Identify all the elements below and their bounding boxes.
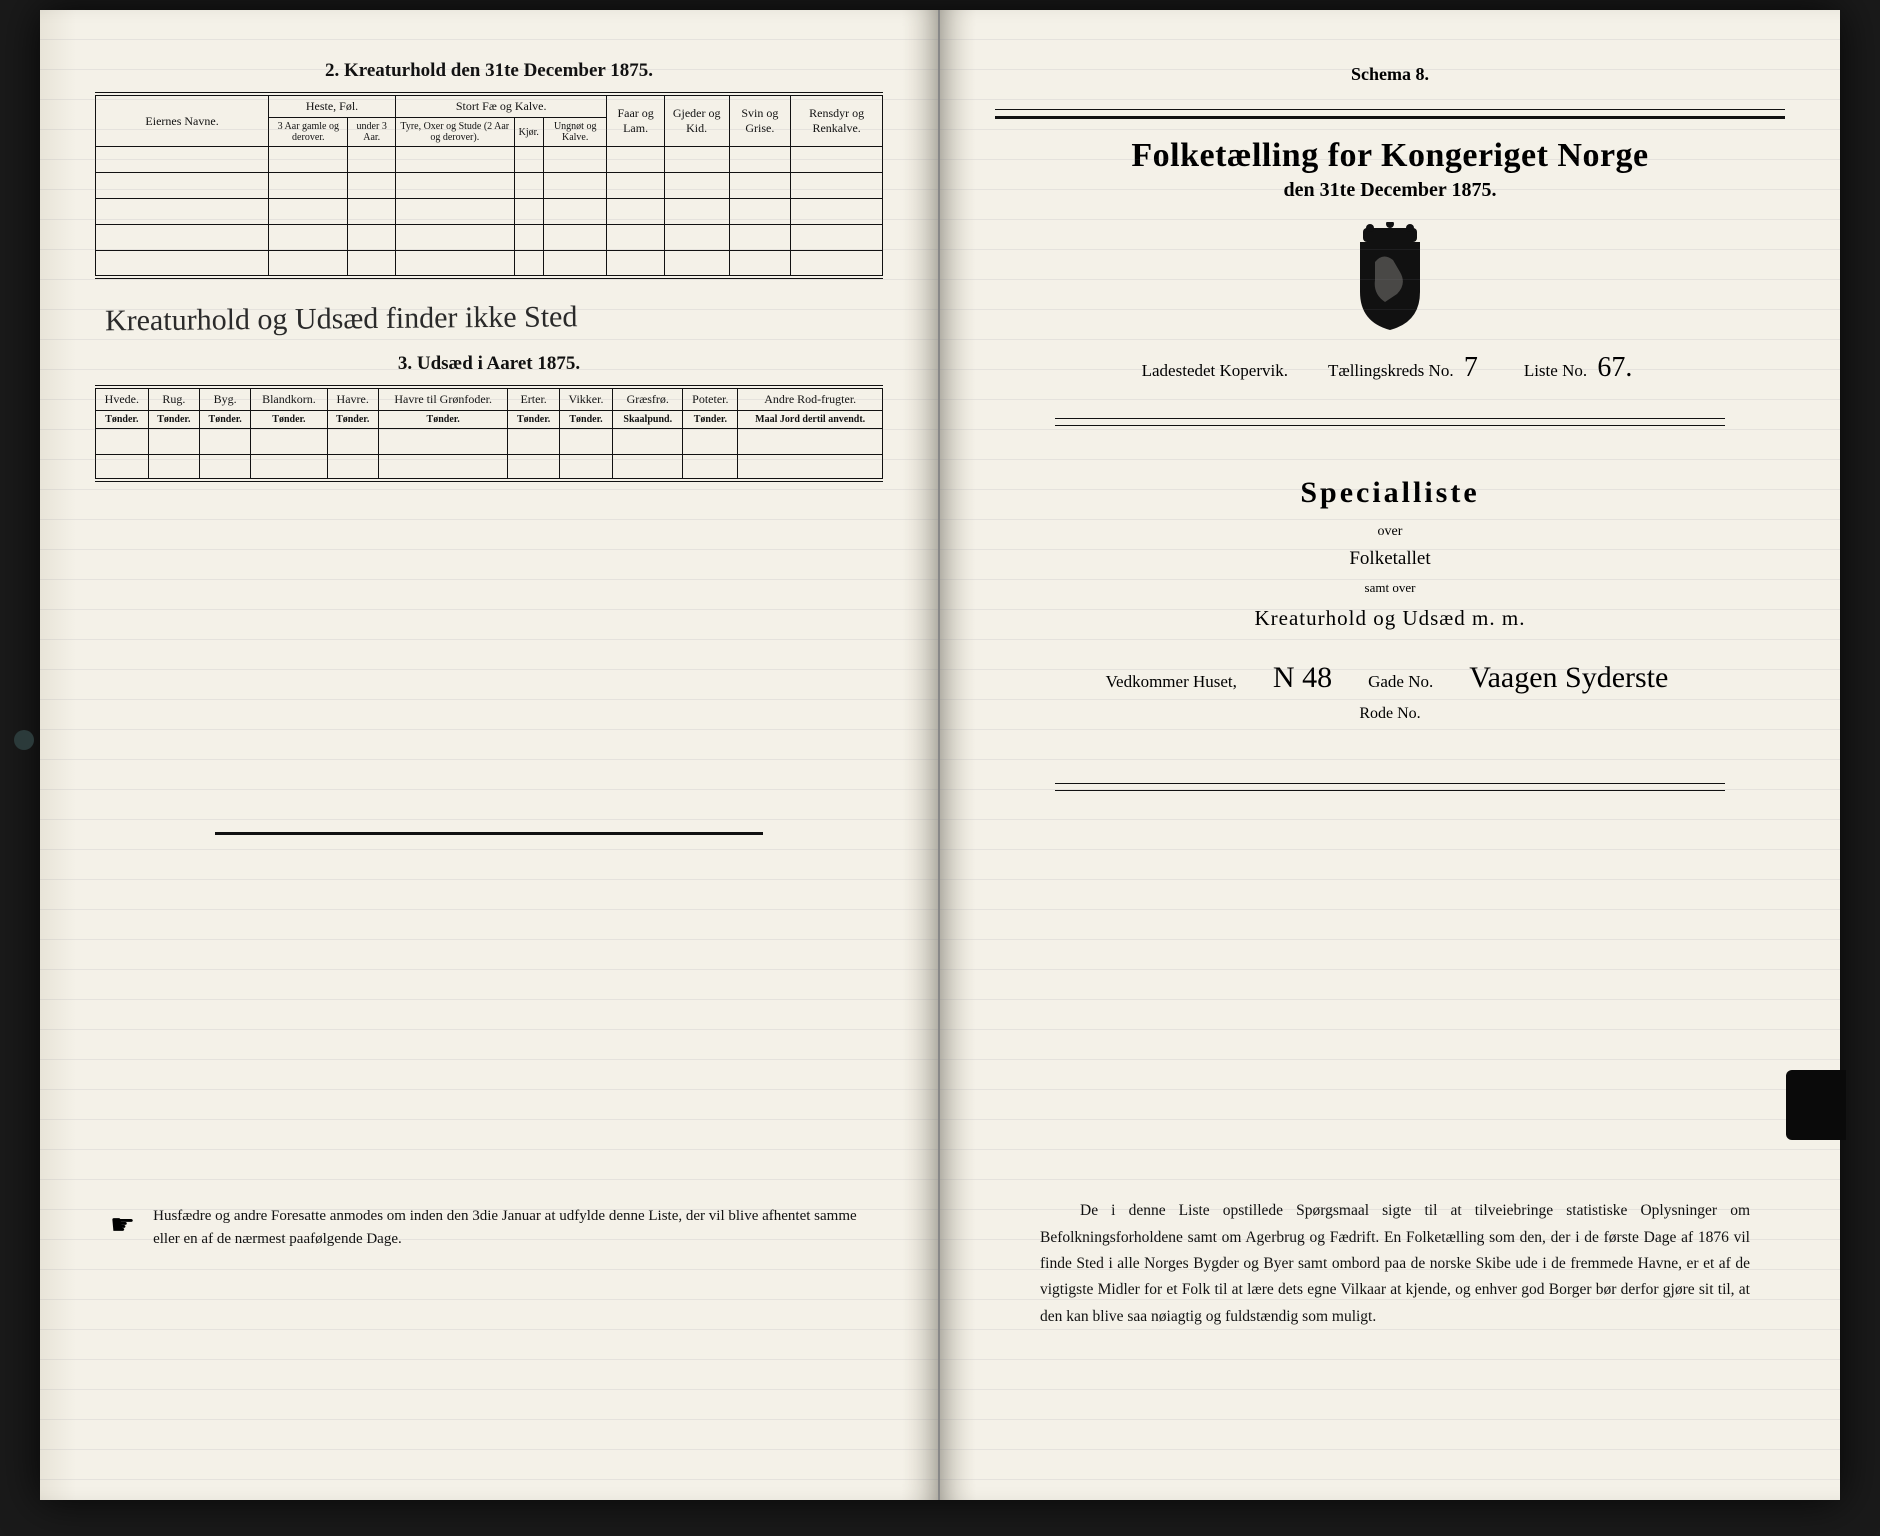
right-page: Schema 8. Folketælling for Kongeriget No… — [940, 10, 1840, 1500]
col-7: Vikker. — [559, 387, 612, 411]
census-date: den 31te December 1875. — [995, 179, 1785, 202]
place-label: Ladestedet Kopervik. — [1142, 361, 1288, 381]
pointing-hand-icon: ☛ — [110, 1205, 135, 1247]
street-value: Vaagen Syderste — [1463, 661, 1674, 695]
table-row — [96, 251, 883, 277]
body-paragraph: De i denne Liste opstillede Spørgsmaal s… — [1040, 1198, 1750, 1330]
section-3-title: 3. Udsæd i Aaret 1875. — [95, 353, 883, 375]
section-2-title: 2. Kreaturhold den 31te December 1875. — [95, 60, 883, 82]
col-goats: Gjeder og Kid. — [664, 94, 729, 147]
footer-instruction: ☛ Husfædre og andre Foresatte anmodes om… — [110, 1205, 868, 1250]
colgroup-cattle: Stort Fæ og Kalve. — [395, 94, 607, 118]
unit-5: Tønder. — [378, 410, 508, 428]
sub-cattle-2: Kjør. — [514, 118, 543, 147]
col-9: Poteter. — [683, 387, 738, 411]
specialliste-title: Specialliste — [995, 476, 1785, 510]
table-udsaed: Hvede.Rug.Byg.Blandkorn.Havre.Havre til … — [95, 385, 883, 483]
table-kreaturhold: Eiernes Navne. Heste, Føl. Stort Fæ og K… — [95, 92, 883, 279]
table-row — [96, 199, 883, 225]
col-1: Rug. — [148, 387, 199, 411]
kreatur-label: Kreaturhold og Udsæd m. m. — [995, 606, 1785, 631]
archive-clip — [1786, 1070, 1846, 1140]
unit-2: Tønder. — [200, 410, 251, 428]
list-value: 67. — [1591, 352, 1638, 383]
house-line: Vedkommer Huset, N 48 Gade No. Vaagen Sy… — [995, 661, 1785, 695]
colgroup-horses: Heste, Føl. — [269, 94, 396, 118]
col-pigs: Svin og Grise. — [729, 94, 791, 147]
samt-label: samt over — [995, 580, 1785, 596]
unit-1: Tønder. — [148, 410, 199, 428]
district-label: Tællingskreds No. — [1328, 361, 1454, 380]
census-title: Folketælling for Kongeriget Norge — [995, 137, 1785, 175]
col-8: Græsfrø. — [613, 387, 683, 411]
col-owner: Eiernes Navne. — [96, 94, 269, 147]
sub-cattle-1: Tyre, Oxer og Stude (2 Aar og derover). — [395, 118, 514, 147]
unit-9: Tønder. — [683, 410, 738, 428]
table-row — [96, 428, 883, 454]
table-row — [96, 173, 883, 199]
col-reindeer: Rensdyr og Renkalve. — [791, 94, 883, 147]
schema-label: Schema 8. — [995, 64, 1785, 85]
col-2: Byg. — [200, 387, 251, 411]
thumb-mark — [14, 730, 34, 750]
unit-4: Tønder. — [327, 410, 378, 428]
scanned-book-spread: 2. Kreaturhold den 31te December 1875. E… — [40, 10, 1840, 1500]
col-0: Hvede. — [96, 387, 149, 411]
unit-3: Tønder. — [251, 410, 327, 428]
footer-text: Husfædre og andre Foresatte anmodes om i… — [153, 1205, 868, 1250]
col-3: Blandkorn. — [251, 387, 327, 411]
table-row — [96, 454, 883, 480]
col-4: Havre. — [327, 387, 378, 411]
sub-cattle-3: Ungnøt og Kalve. — [543, 118, 607, 147]
district-value: 7 — [1458, 352, 1484, 383]
col-6: Erter. — [508, 387, 559, 411]
sub-horse-2: under 3 Aar. — [348, 118, 395, 147]
unit-0: Tønder. — [96, 410, 149, 428]
unit-7: Tønder. — [559, 410, 612, 428]
meta-line: Ladestedet Kopervik. Tællingskreds No. 7… — [995, 352, 1785, 384]
unit-8: Skaalpund. — [613, 410, 683, 428]
unit-6: Tønder. — [508, 410, 559, 428]
coat-of-arms-icon — [1345, 222, 1435, 332]
folketallet-label: Folketallet — [995, 548, 1785, 570]
street-label: Gade No. — [1368, 672, 1433, 692]
table-row — [96, 147, 883, 173]
house-value: N 48 — [1267, 661, 1338, 695]
col-sheep: Faar og Lam. — [607, 94, 664, 147]
unit-10: Maal Jord dertil anvendt. — [738, 410, 883, 428]
table-row — [96, 225, 883, 251]
col-5: Havre til Grønfoder. — [378, 387, 508, 411]
rode-label: Rode No. — [995, 705, 1785, 723]
left-page: 2. Kreaturhold den 31te December 1875. E… — [40, 10, 940, 1500]
col-10: Andre Rod-frugter. — [738, 387, 883, 411]
house-label: Vedkommer Huset, — [1106, 672, 1237, 692]
footer-rule — [215, 832, 763, 835]
handwritten-note: Kreaturhold og Udsæd finder ikke Sted — [105, 297, 883, 338]
over-label: over — [995, 524, 1785, 540]
sub-horse-1: 3 Aar gamle og derover. — [269, 118, 348, 147]
list-label: Liste No. — [1524, 361, 1587, 380]
